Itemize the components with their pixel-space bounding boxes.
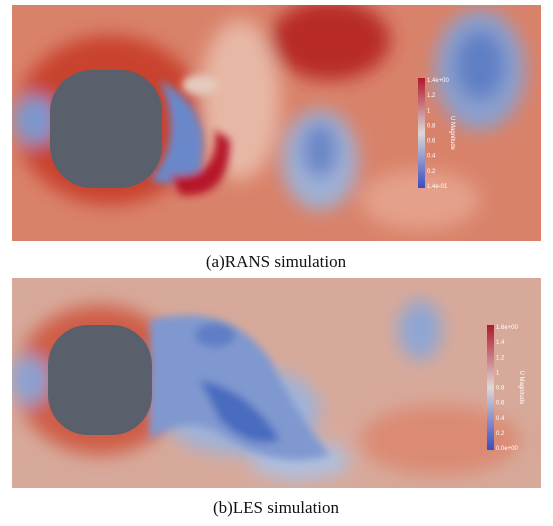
- les-field: [10, 278, 541, 488]
- colorbar-tick-label: 1.4e+00: [427, 78, 450, 84]
- figure: 1.4e+001.210.80.60.40.21.4e-01U Magnitud…: [0, 0, 553, 521]
- caption: (a)RANS simulation: [206, 252, 347, 271]
- colorbar-tick-label: 1.4e-01: [427, 184, 448, 190]
- colorbar-tick-label: 0.2: [496, 431, 505, 437]
- colorbar-tick-label: 1.4: [496, 340, 505, 346]
- colorbar-tick-label: 0.8: [427, 123, 436, 129]
- colorbar-title: U Magnitude: [518, 370, 524, 405]
- colorbar-tick-label: 0.6: [427, 139, 436, 145]
- rans-field: [12, 0, 541, 241]
- colorbar-tick-label: 0.0e+00: [496, 446, 519, 452]
- colorbar-tick-label: 0.6: [496, 401, 505, 407]
- colorbar-tick-label: 1.6e+00: [496, 325, 519, 331]
- colorbar-title: U Magnitude: [449, 116, 455, 151]
- colorbar-tick-label: 0.2: [427, 169, 436, 175]
- colorbar: [487, 325, 494, 450]
- colorbar-tick-label: 1.2: [496, 355, 505, 361]
- colorbar-tick-label: 0.4: [496, 416, 505, 422]
- colorbar-tick-label: 0.8: [496, 386, 505, 392]
- caption: (b)LES simulation: [213, 498, 340, 517]
- colorbar: [418, 78, 425, 188]
- colorbar-tick-label: 1.2: [427, 93, 436, 99]
- colorbar-tick-label: 0.4: [427, 154, 436, 160]
